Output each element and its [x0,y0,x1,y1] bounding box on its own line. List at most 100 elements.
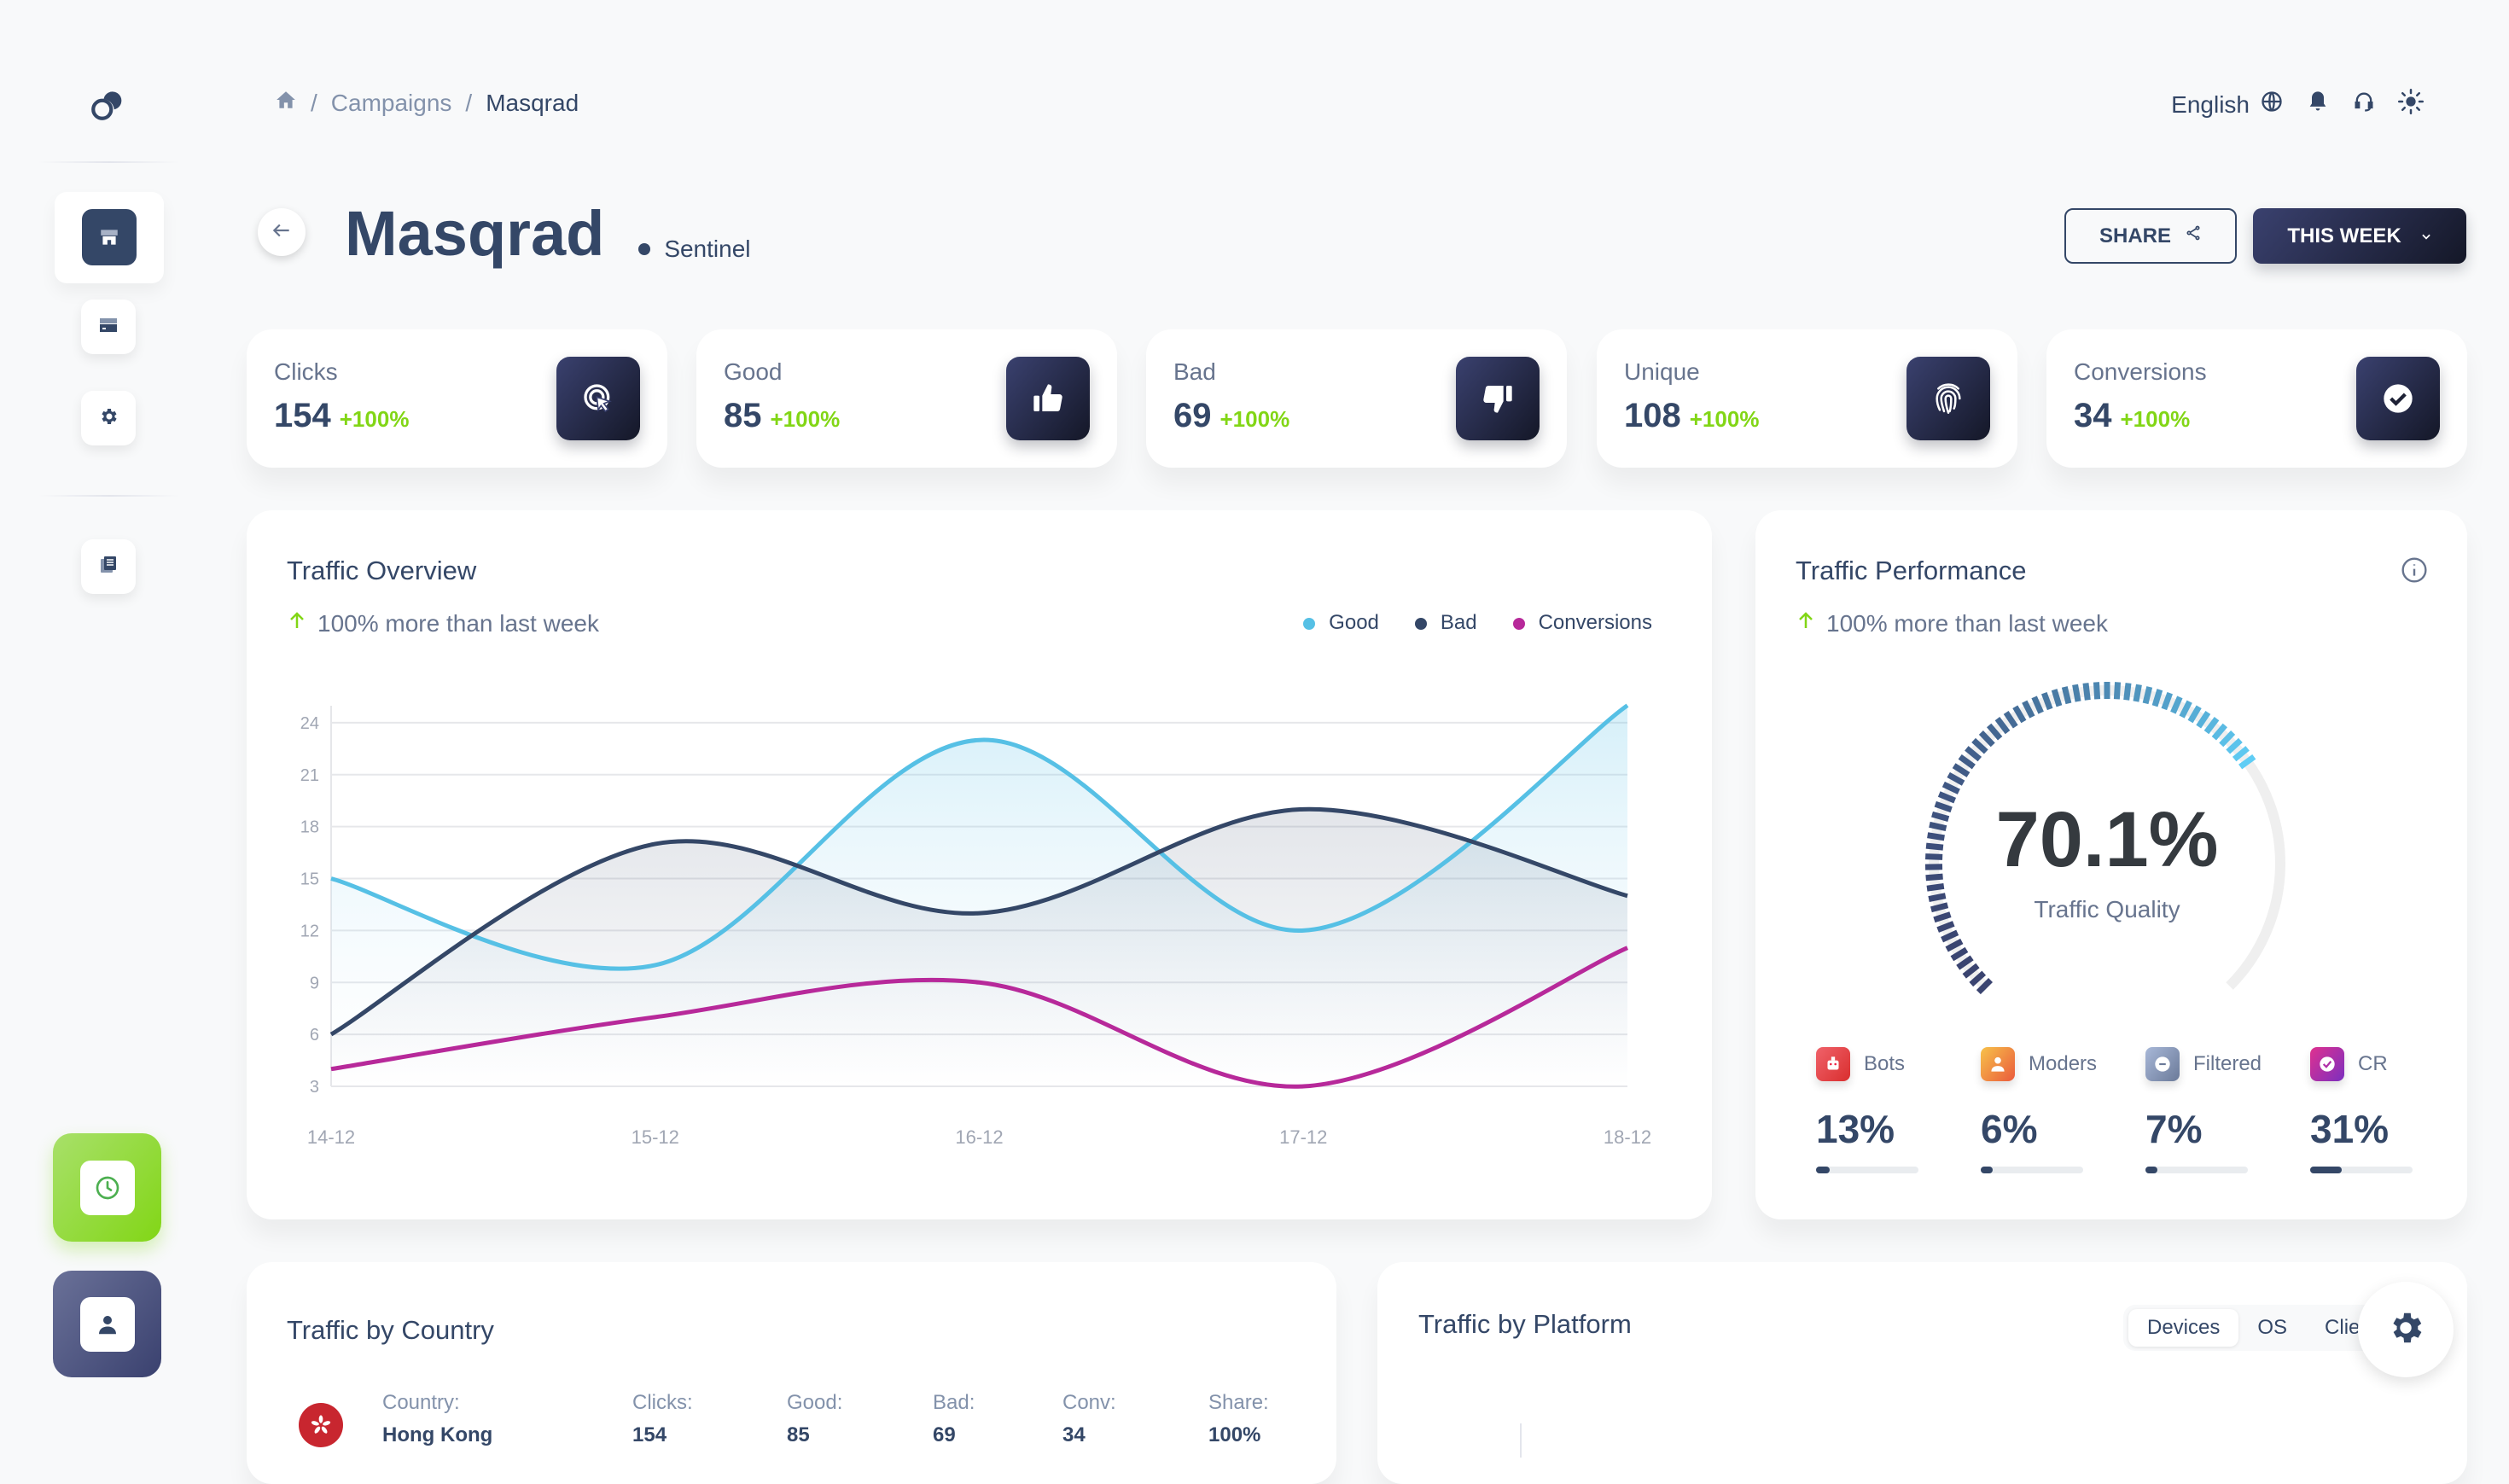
x-tick-label: 18-12 [1604,1126,1651,1148]
metric-icon [1981,1047,2015,1081]
share-button[interactable]: SHARE [2064,208,2237,264]
sidebar-item-stores[interactable] [55,192,164,283]
breadcrumb-campaigns[interactable]: Campaigns [331,90,452,117]
sidebar-item-settings[interactable] [81,391,136,445]
cell-share: 100% [1208,1423,1260,1447]
y-tick-label: 6 [310,1026,319,1045]
thumbs-up-icon [1006,357,1090,440]
stat-label: Unique [1624,358,1700,386]
col-header-country: Country: [382,1391,460,1415]
stat-value-row: 108+100% [1624,396,1759,439]
stat-label: Conversions [2074,358,2207,386]
stat-change: +100% [2121,399,2191,439]
gauge-value: 70.1% [1936,800,2278,879]
stat-value-row: 85+100% [724,396,840,439]
metric-icon [1816,1047,1850,1081]
y-tick-label: 15 [300,870,319,889]
status-dot [638,243,650,255]
metric-bots: Bots 13% [1816,1047,1981,1081]
gauge-label: Traffic Quality [1936,896,2278,923]
gauge-tick [2086,683,2087,700]
stat-label: Good [724,358,783,386]
stat-card-clicks: Clicks 154+100% [247,329,667,468]
cursor-click-icon [556,357,640,440]
stat-value-row: 154+100% [274,396,409,439]
x-tick-label: 15-12 [632,1126,679,1148]
metric-value: 6% [1981,1107,2037,1151]
tab-os[interactable]: OS [2238,1309,2306,1347]
document-icon [98,555,119,579]
language-label: English [2171,91,2250,119]
metric-moders: Moders 6% [1981,1047,2145,1081]
stat-value-row: 69+100% [1173,396,1289,439]
traffic-overview-card: Traffic Overview 100% more than last wee… [247,510,1712,1219]
gauge-tick [2096,682,2097,699]
metric-progress-fill [1816,1167,1830,1173]
breadcrumb-separator: / [311,90,317,117]
metric-progress [1816,1167,1918,1173]
gear-icon [98,406,119,431]
gauge-tick [2127,683,2128,700]
col-header-bad: Bad: [933,1391,975,1415]
language-selector[interactable]: English [2171,90,2284,119]
cell-conv: 34 [1062,1423,1086,1447]
bell-icon[interactable] [2306,90,2330,119]
settings-fab[interactable] [2358,1282,2454,1377]
check-circle-icon [2356,357,2440,440]
sidebar-item-billing[interactable] [81,300,136,354]
stat-value: 34 [2074,396,2112,435]
status-label: Sentinel [664,236,750,263]
stat-card-conversions: Conversions 34+100% [2046,329,2467,468]
col-header-share: Share: [1208,1391,1269,1415]
gauge-tick [2136,684,2139,701]
metric-progress [1981,1167,2083,1173]
metric-value: 31% [2310,1107,2389,1151]
credit-card-icon [98,315,119,340]
user-icon [80,1297,135,1352]
metric-value: 13% [1816,1107,1895,1151]
card-title: Traffic by Platform [1418,1309,1632,1340]
stat-card-bad: Bad 69+100% [1146,329,1567,468]
tab-devices[interactable]: Devices [2128,1309,2238,1347]
metric-progress [2145,1167,2248,1173]
metric-icon [2310,1047,2344,1081]
fingerprint-icon [1906,357,1990,440]
header-actions: English [2171,89,2424,120]
cell-clicks: 154 [632,1423,667,1447]
metric-progress-fill [2310,1167,2342,1173]
home-icon[interactable] [275,89,297,117]
y-tick-label: 18 [300,818,319,837]
activity-button[interactable] [53,1133,161,1242]
x-tick-label: 16-12 [955,1126,1003,1148]
metric-progress-fill [2145,1167,2157,1173]
stat-change: +100% [771,399,841,439]
stat-value: 69 [1173,396,1212,435]
stat-change: +100% [1690,399,1760,439]
logo-icon[interactable] [89,87,125,127]
y-tick-label: 3 [310,1078,319,1097]
stat-value: 154 [274,396,331,435]
profile-button[interactable] [53,1271,161,1377]
cell-bad: 69 [933,1423,956,1447]
metric-label: Filtered [2193,1052,2262,1076]
period-dropdown[interactable]: THIS WEEK [2253,208,2466,264]
x-tick-label: 14-12 [307,1126,355,1148]
breadcrumb-current: Masqrad [486,90,579,117]
stat-card-good: Good 85+100% [696,329,1117,468]
y-tick-label: 12 [300,922,319,940]
traffic-performance-card: Traffic Performance 100% more than last … [1755,510,2467,1219]
support-icon[interactable] [2352,90,2376,119]
col-header-conv: Conv: [1062,1391,1116,1415]
x-tick-label: 17-12 [1279,1126,1327,1148]
sun-icon[interactable] [2398,89,2424,120]
status-badge: Sentinel [638,236,750,263]
y-tick-label: 9 [310,974,319,992]
card-title: Traffic by Country [287,1315,494,1346]
col-header-clicks: Clicks: [632,1391,693,1415]
back-button[interactable] [258,208,306,256]
sidebar-divider [38,495,179,497]
sidebar-divider [38,161,179,163]
metric-progress-fill [1981,1167,1993,1173]
stat-change: +100% [1220,399,1290,439]
sidebar-item-docs[interactable] [81,539,136,594]
